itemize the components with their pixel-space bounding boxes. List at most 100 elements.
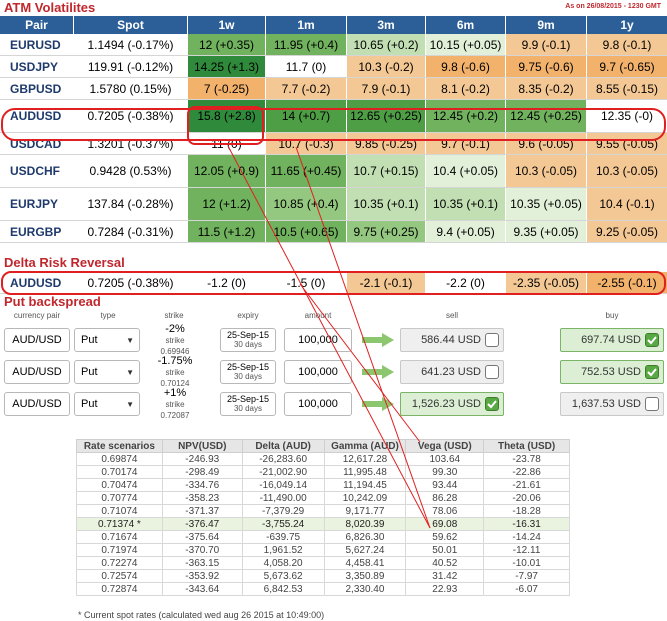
expiry-field[interactable]: 25-Sep-15 30 days (220, 392, 276, 416)
vol-cell: 10.7 (-0.3) (266, 133, 347, 154)
vol-cell: 9.8 (-0.6) (426, 56, 506, 77)
atm-title: ATM Volatilites (4, 0, 96, 15)
cell-vega: 40.52 (405, 556, 485, 570)
cell-theta: -14.24 (483, 530, 570, 544)
col-header-1m: 1m (266, 16, 347, 34)
pair-label[interactable]: EURUSD (0, 34, 74, 55)
pair-label[interactable]: EURGBP (0, 221, 74, 242)
col-header-1w: 1w (188, 16, 266, 34)
pair-label[interactable]: AUDUSD (0, 100, 74, 132)
type-select[interactable]: Put ▼ (74, 360, 140, 384)
cell-npv: -246.93 (161, 452, 243, 466)
vol-cell: 12.45 (+0.2) (426, 100, 506, 132)
check-icon (647, 336, 657, 345)
vol-cell: 9.6 (-0.05) (506, 133, 587, 154)
cell-theta: -22.86 (483, 465, 570, 479)
rr-pair[interactable]: AUDUSD (0, 272, 74, 293)
pair-label[interactable]: EURJPY (0, 188, 74, 220)
vol-cell: 9.25 (-0.05) (587, 221, 667, 242)
cell-rate: 0.70474 (76, 478, 163, 492)
cell-npv: -370.70 (161, 543, 243, 557)
sell-price-box[interactable]: 586.44 USD (400, 328, 504, 352)
spot-value: 0.7205 (-0.38%) (74, 100, 188, 132)
cell-vega: 31.42 (405, 569, 485, 583)
pb-header-pair: currency pair (13, 311, 61, 320)
cell-theta: -21.61 (483, 478, 570, 492)
col-header-6m: 6m (426, 16, 506, 34)
pair-label[interactable]: USDCHF (0, 155, 74, 187)
vol-cell: 10.3 (-0.05) (506, 155, 587, 187)
buy-price-box[interactable]: 697.74 USD (560, 328, 664, 352)
cell-theta: -16.31 (483, 517, 570, 531)
atm-row-gbpusd: GBPUSD 1.5780 (0.15%) 7 (-0.25) 7.7 (-0.2) 7… (0, 78, 667, 100)
buy-price-box[interactable]: 752.53 USD (560, 360, 664, 384)
type-value: Put (81, 334, 98, 346)
sell-checkbox[interactable] (485, 397, 499, 411)
expiry-date: 25-Sep-15 (226, 394, 270, 404)
vol-cell: 10.3 (-0.2) (347, 56, 426, 77)
cell-delta: 5,673.62 (241, 569, 325, 583)
type-select[interactable]: Put ▼ (74, 328, 140, 352)
sell-checkbox[interactable] (485, 365, 499, 379)
vol-cell: 10.3 (-0.05) (587, 155, 667, 187)
pb-header-expiry: expiry (237, 311, 259, 320)
pair-field[interactable]: AUD/USD (4, 392, 70, 416)
vol-cell: 11.5 (+1.2) (188, 221, 266, 242)
expiry-field[interactable]: 25-Sep-15 30 days (220, 360, 276, 384)
cell-vega: 22.93 (405, 582, 485, 596)
buy-checkbox[interactable] (645, 397, 659, 411)
pair-label[interactable]: USDCAD (0, 133, 74, 154)
cell-gamma: 8,020.39 (323, 517, 407, 531)
table-row: 0.71374 * -376.47 -3,755.24 8,020.39 69.08 -1… (76, 517, 570, 531)
vol-cell: 7.9 (-0.1) (347, 78, 426, 99)
cell-gamma: 12,617.28 (323, 452, 407, 466)
buy-checkbox[interactable] (645, 333, 659, 347)
cell-delta: 6,842.53 (241, 582, 325, 596)
sell-price-box[interactable]: 641.23 USD (400, 360, 504, 384)
atm-row-eurjpy: EURJPY 137.84 (-0.28%) 12 (+1.2) 10.85 (+0.… (0, 188, 667, 221)
pair-label[interactable]: USDJPY (0, 56, 74, 77)
rs-header-gamma: Gamma (AUD) (323, 439, 407, 453)
strike-display: +1% strike 0.72087 (150, 387, 200, 420)
sell-price-box[interactable]: 1,526.23 USD (400, 392, 504, 416)
vol-cell: 9.75 (+0.25) (347, 221, 426, 242)
buy-checkbox[interactable] (645, 365, 659, 379)
type-value: Put (81, 398, 98, 410)
cell-vega: 59.62 (405, 530, 485, 544)
rs-footnote: * Current spot rates (calculated wed aug… (78, 610, 325, 620)
expiry-field[interactable]: 25-Sep-15 30 days (220, 328, 276, 352)
rr-cell-1m: -1.5 (0) (266, 272, 347, 293)
buy-price: 752.53 USD (581, 366, 641, 378)
cell-npv: -358.23 (161, 491, 243, 505)
sell-checkbox[interactable] (485, 333, 499, 347)
vol-cell: 12 (+0.35) (188, 34, 266, 55)
dropdown-arrow-icon: ▼ (126, 399, 134, 409)
spot-value: 1.5780 (0.15%) (74, 78, 188, 99)
cell-delta: -11,490.00 (241, 491, 325, 505)
as-of-date: As on 26/08/2015 - 1230 GMT (565, 3, 661, 10)
cell-gamma: 6,826.30 (323, 530, 407, 544)
pb-leg-row: AUD/USD Put ▼ -2% strike 0.69946 25-Sep-15 30 … (0, 322, 667, 356)
rr-cell-1y: -2.55 (-0.1) (587, 272, 667, 293)
vol-cell: 8.55 (-0.15) (587, 78, 667, 99)
pair-label[interactable]: GBPUSD (0, 78, 74, 99)
amount-input[interactable]: 100,000 (284, 360, 352, 384)
pair-field[interactable]: AUD/USD (4, 360, 70, 384)
cell-vega: 103.64 (405, 452, 485, 466)
strike-pct: -2% (165, 322, 185, 335)
cell-delta: -21,002.90 (241, 465, 325, 479)
vol-cell: 14.25 (+1.3) (188, 56, 266, 77)
pb-header-type: type (100, 311, 116, 320)
amount-input[interactable]: 100,000 (284, 392, 352, 416)
strike-value: strike 0.72087 (160, 399, 190, 420)
amount-input[interactable]: 100,000 (284, 328, 352, 352)
type-select[interactable]: Put ▼ (74, 392, 140, 416)
cell-delta: 4,058.20 (241, 556, 325, 570)
cell-rate: 0.72274 (76, 556, 163, 570)
pb-header-strike: strike (164, 311, 184, 320)
col-header-spot: Spot (74, 16, 188, 34)
pair-field[interactable]: AUD/USD (4, 328, 70, 352)
buy-price-box[interactable]: 1,637.53 USD (560, 392, 664, 416)
vol-cell: 7.7 (-0.2) (266, 78, 347, 99)
vol-cell: 10.15 (+0.05) (426, 34, 506, 55)
